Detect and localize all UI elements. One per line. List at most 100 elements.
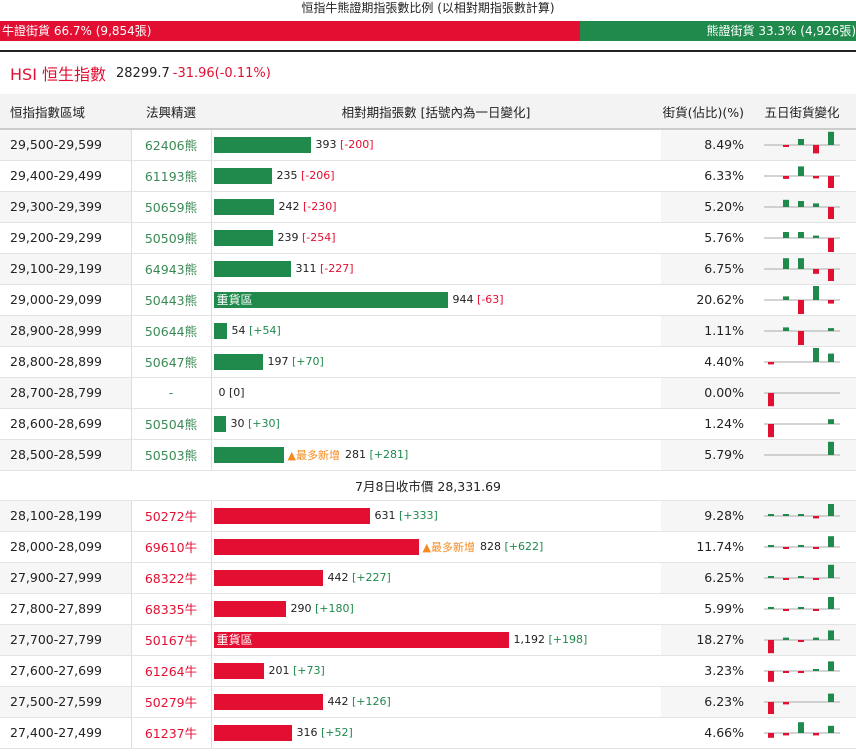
sparkline-bar [828,629,834,640]
warrant-code-link[interactable]: 50644熊 [130,315,212,347]
contracts-cell: 442 [+126] [211,686,661,718]
outstanding-pct: 4.40% [661,346,748,378]
warrant-code-link[interactable]: 50279牛 [130,686,212,718]
warrant-code-link[interactable]: 61237牛 [130,717,212,749]
warrant-code-link[interactable]: 61264牛 [130,655,212,687]
range-cell: 29,500-29,599 [0,129,131,161]
warrant-code-link[interactable]: - [130,377,212,409]
sparkline-cell [748,655,856,687]
contracts-number: 235 [276,169,298,182]
sparkline-bar [783,175,789,179]
contracts-bar [213,198,274,215]
sparkline-bar [828,660,834,671]
index-value: 28299.7 [116,65,170,81]
sparkline-bar [798,606,804,609]
warrant-code-link[interactable]: 50167牛 [130,624,212,656]
contracts-cell: 重貨區 944 [-63] [211,284,661,316]
range-cell: 29,400-29,499 [0,160,131,192]
sparkline-bar [828,418,834,424]
sparkline-bar [783,231,789,238]
warrant-code-link[interactable]: 50647熊 [130,346,212,378]
contracts-value: 235 [-206] [277,169,335,182]
contracts-bar [213,415,226,432]
contracts-value: 393 [-200] [316,138,374,151]
sparkline-bar [783,608,789,611]
daily-change: [+180] [315,602,354,615]
warrant-code-link[interactable]: 64943熊 [130,253,212,285]
outstanding-pct: 1.11% [661,315,748,347]
sparkline-bar [768,544,774,547]
ratio-title: 恒指牛熊證期指張數比例 (以相對期指張數計算) [301,1,555,15]
contracts-number: 239 [277,231,299,244]
outstanding-pct: 18.27% [661,624,748,656]
warrant-code-link[interactable]: 50503熊 [130,439,212,471]
warrant-code-link[interactable]: 69610牛 [130,531,212,563]
five-day-sparkline [764,693,840,714]
range-cell: 28,500-28,599 [0,439,131,471]
contracts-value: 828 [+622] [480,540,543,553]
contracts-bar [213,446,284,463]
warrant-code-link[interactable]: 50659熊 [130,191,212,223]
sparkline-cell [748,346,856,378]
contracts-number: 242 [278,200,300,213]
table-row: 28,800-28,899 50647熊 197 [+70] 4.40% [0,346,856,378]
table-row: 28,500-28,599 50503熊 ▲最多新增 281 [+281] 5.79% [0,439,856,471]
five-day-sparkline [764,418,840,437]
sparkline-bar [783,577,789,580]
range-cell: 29,300-29,399 [0,191,131,223]
header-spark: 五日街貨變化 [748,94,856,130]
sparkline-bar [813,637,819,640]
table-row: 29,500-29,599 62406熊 393 [-200] 8.49% [0,129,856,161]
warrant-code-link[interactable]: 50272牛 [130,500,212,532]
sparkline-cell [748,284,856,316]
five-day-sparkline [764,199,840,219]
outstanding-pct: 1.24% [661,408,748,440]
sparkline-cell [748,129,856,161]
contracts-value: 631 [+333] [375,509,438,522]
contracts-value: 442 [+126] [328,695,391,708]
contracts-cell: 393 [-200] [211,129,661,161]
sparkline-cell [748,439,856,471]
sparkline-bar [828,131,834,145]
warrant-code-link[interactable]: 68335牛 [130,593,212,625]
outstanding-pct: 3.23% [661,655,748,687]
contracts-bar [213,260,291,277]
warrant-code-link[interactable]: 68322牛 [130,562,212,594]
sparkline-bar [813,285,819,300]
table-row: 28,000-28,099 69610牛 ▲最多新增 828 [+622] 11.74% [0,531,856,563]
warrant-code-link[interactable]: 50443熊 [130,284,212,316]
sparkline-bar [828,725,834,733]
five-day-sparkline [764,596,840,611]
sparkline-cell [748,593,856,625]
five-day-sparkline [764,131,840,154]
sparkline-bar [768,361,774,364]
sparkline-bar [828,596,834,609]
table-header-row: 恒指指數區域 法興精選 相對期指張數 [括號內為一日變化] 街貨(佔比)(%) … [0,94,856,130]
contracts-cell: 290 [+180] [211,593,661,625]
outstanding-pct: 0.00% [661,377,748,409]
contracts-value: 944 [-63] [453,293,504,306]
contracts-cell: ▲最多新增 281 [+281] [211,439,661,471]
warrant-code-link[interactable]: 50509熊 [130,222,212,254]
contracts-value: 30 [+30] [231,417,280,430]
contracts-cell: 442 [+227] [211,562,661,594]
sparkline-bar [768,606,774,609]
sparkline-bar [813,347,819,362]
sparkline-bar [813,577,819,580]
contracts-bar [213,136,311,153]
outstanding-pct: 8.49% [661,129,748,161]
contracts-value: 442 [+227] [328,571,391,584]
contracts-value: 1,192 [+198] [514,633,588,646]
sparkline-bar [768,423,774,437]
daily-change: [+281] [369,448,409,461]
sparkline-cell [748,624,856,656]
sparkline-bar [813,668,819,671]
warrant-code-link[interactable]: 61193熊 [130,160,212,192]
warrant-code-link[interactable]: 50504熊 [130,408,212,440]
contracts-cell: 重貨區 1,192 [+198] [211,624,661,656]
sparkline-bar [783,257,789,269]
outstanding-pct: 5.20% [661,191,748,223]
daily-change: [+54] [249,324,281,337]
warrant-code-link[interactable]: 62406熊 [130,129,212,161]
range-cell: 29,000-29,099 [0,284,131,316]
